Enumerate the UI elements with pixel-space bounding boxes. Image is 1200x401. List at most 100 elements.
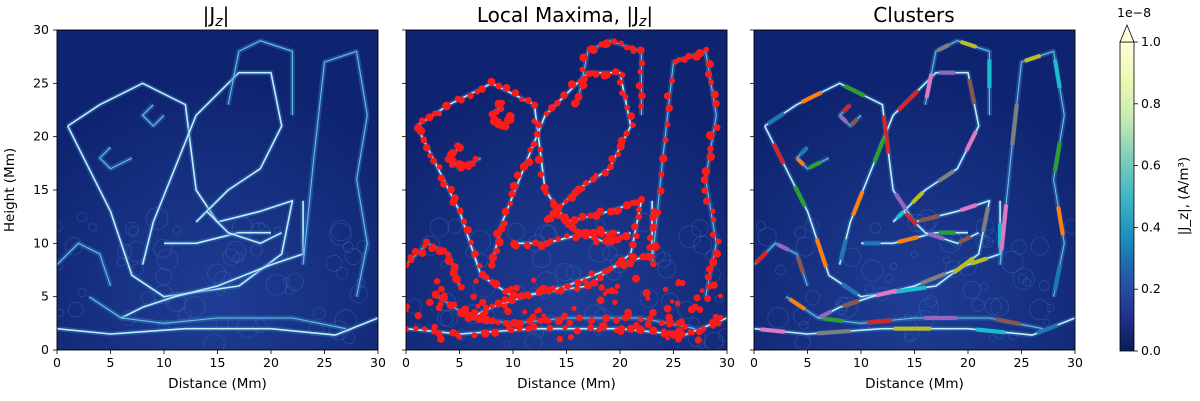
local-maximum-point [473,278,479,284]
local-maximum-point [624,308,632,317]
local-maximum-point [691,303,699,311]
local-maximum-point [616,142,625,151]
turbulence-swirl [215,285,226,296]
local-maximum-point [508,285,514,292]
turbulence-swirl [555,262,575,282]
local-maximum-point [458,96,465,104]
cluster-segment [964,130,978,152]
local-maximum-point [525,325,533,333]
local-maximum-point [570,216,579,225]
local-maximum-point [422,326,428,332]
local-maximum-point [533,130,541,138]
turbulence-swirl [943,256,951,265]
local-maximum-point [547,318,552,324]
turbulence-swirl [1063,219,1075,234]
local-maximum-point [475,315,483,324]
local-maximum-point [665,335,670,341]
turbulence-swirl [57,260,63,271]
local-maximum-point [571,305,577,311]
cluster-segment [867,318,893,325]
turbulence-swirl [67,301,84,318]
local-maximum-point [561,312,568,320]
cluster-segment [1056,206,1065,236]
local-maximum-point [543,189,550,196]
turbulence-swirl [1038,280,1050,292]
local-maximum-point [602,291,608,297]
local-maximum-point [608,287,616,295]
turbulence-swirl [207,263,227,283]
turbulence-swirl [252,319,268,334]
x-tick-label: 5 [456,355,464,370]
local-maximum-point [712,313,720,321]
cluster-segment [1053,142,1062,172]
local-maximum-point [531,118,537,124]
panel-local-maxima-title: Local Maxima, |Jz| [477,3,653,30]
turbulence-swirl [718,328,727,342]
cluster-segment [937,169,955,183]
cluster-segment [953,256,975,274]
current-filament [302,50,368,265]
local-maximum-point [663,92,671,100]
local-maximum-point [667,323,672,328]
local-maximum-point [449,162,456,169]
x-tick-label: 10 [853,355,869,370]
local-maximum-point [457,283,465,291]
local-maximum-point [654,208,662,216]
turbulence-swirl [1011,239,1027,255]
local-maximum-point [431,290,440,299]
local-maximum-point [717,314,724,321]
x-tick-label: 5 [107,355,115,370]
local-maximum-point [436,110,443,117]
local-maximum-point [709,231,717,238]
local-maximum-point [548,104,556,112]
local-maximum-point [576,314,583,322]
local-maximum-point [464,314,473,322]
local-maximum-point [414,311,422,320]
turbulence-swirl [344,247,362,266]
local-maximum-point [488,253,498,262]
cluster-segment [981,206,990,232]
current-filament [57,242,112,287]
local-maximum-point [567,80,577,89]
local-maximum-point [480,329,490,338]
turbulence-swirl [793,226,806,239]
colorbar-tick-label: 0.4 [1141,219,1161,234]
local-maximum-point [644,320,652,328]
local-maximum-point [623,130,630,137]
cluster-segment [767,112,785,125]
turbulence-swirl [907,214,926,233]
turbulence-swirl [957,257,977,276]
cluster-segment [872,137,886,163]
local-maximum-point [445,251,451,258]
local-maximum-point [495,82,503,90]
local-maximum-point [612,299,618,305]
local-maximum-point [663,304,672,313]
turbulence-swirl [1007,329,1019,341]
turbulence-swirl [128,226,139,238]
local-maximum-point [456,143,464,152]
local-maximum-point [544,110,550,117]
local-maximum-point [635,206,643,213]
cluster-segment [755,250,768,264]
local-maximum-point [547,238,554,244]
cluster-segment [918,214,941,223]
cluster-segment [960,40,977,49]
turbulence-swirl [506,222,526,241]
x-tick-label: 30 [719,355,735,370]
local-maximum-point [489,303,495,309]
local-maximum-point [649,223,658,232]
turbulence-swirl [203,333,225,350]
current-filament [164,231,271,245]
local-maximum-point [494,299,503,308]
turbulence-swirl [837,296,859,318]
local-maximum-point [587,212,594,219]
current-filament [141,71,283,265]
local-maximum-point [701,166,711,176]
colorbar-tick-label: 0.2 [1141,281,1161,296]
turbulence-swirl [436,309,454,326]
local-maximum-point [564,233,570,239]
cluster-segment [772,143,785,165]
local-maximum-point [461,305,470,314]
local-maximum-point [626,324,635,333]
local-maximum-point [461,218,468,225]
